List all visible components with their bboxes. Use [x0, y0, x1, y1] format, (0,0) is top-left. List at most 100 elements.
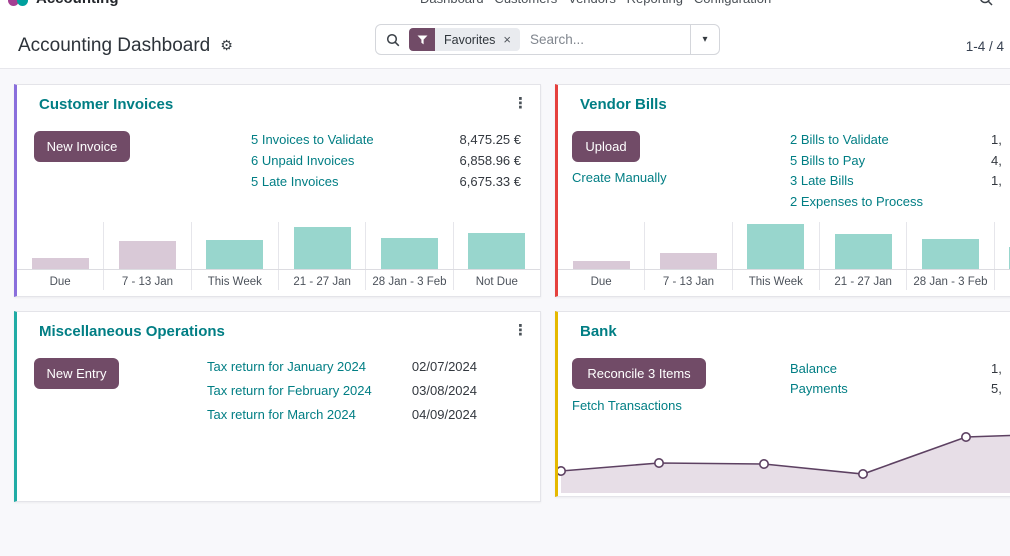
tax-return-march-link[interactable]: Tax return for March 2024 [207, 407, 356, 422]
reconcile-items-button[interactable]: Reconcile 3 Items [572, 358, 706, 389]
list-item: 5 Bills to Pay 4, [790, 153, 1010, 174]
card-customer-invoices: Customer Invoices ⋮ New Invoice 5 Invoic… [14, 84, 541, 297]
chart-column: 7 - 13 Jan [644, 222, 731, 290]
list-item: Tax return for February 2024 03/08/2024 [207, 383, 477, 407]
bills-to-validate-link[interactable]: 2 Bills to Validate [790, 132, 889, 147]
card-vendor-bills: Vendor Bills Upload Create Manually 2 Bi… [555, 84, 1010, 297]
late-bills-link[interactable]: 3 Late Bills [790, 173, 854, 188]
top-navbar: Accounting Dashboard Customers Vendors R… [0, 0, 1010, 8]
chart-column: 21 - 27 Jan [818, 222, 906, 290]
remove-filter-icon[interactable]: × [503, 32, 511, 47]
bar-label: 21 - 27 Jan [293, 276, 351, 288]
card-title-bank[interactable]: Bank [580, 323, 617, 340]
bar-28-jan-3-feb[interactable] [921, 239, 979, 270]
new-entry-button[interactable]: New Entry [34, 358, 119, 389]
chart-baseline [558, 269, 1010, 270]
amount: 1, [991, 132, 1002, 147]
card-title-customer-invoices[interactable]: Customer Invoices [39, 96, 174, 113]
date: 04/09/2024 [411, 407, 477, 422]
chart-column: 28 Jan - 3 Feb [365, 222, 452, 290]
upload-button[interactable]: Upload [572, 131, 640, 162]
date: 02/07/2024 [411, 359, 477, 374]
control-panel: Accounting Dashboard ⚙ Favorites × ▾ 1-4… [0, 8, 1010, 69]
tax-return-february-link[interactable]: Tax return for February 2024 [207, 383, 372, 398]
list-item: 6 Unpaid Invoices 6,858.96 € [251, 153, 521, 174]
balance-link[interactable]: Balance [790, 361, 837, 376]
pager[interactable]: 1-4 / 4 [965, 39, 1004, 54]
bills-to-pay-link[interactable]: 5 Bills to Pay [790, 152, 866, 168]
search-dropdown-toggle[interactable]: ▾ [690, 25, 719, 54]
app-name[interactable]: Accounting [36, 0, 119, 7]
expenses-to-process-link[interactable]: 2 Expenses to Process [790, 193, 923, 209]
late-invoices-link[interactable]: 5 Late Invoices [251, 174, 339, 189]
kebab-menu-icon[interactable]: ⋮ [513, 94, 528, 112]
bar-this-week[interactable] [747, 224, 805, 270]
odoo-logo-icon[interactable] [8, 0, 19, 6]
card-title-miscellaneous-operations[interactable]: Miscellaneous Operations [39, 323, 225, 340]
search-icon[interactable] [979, 0, 993, 6]
bar-label: 28 Jan - 3 Feb [372, 276, 447, 288]
list-item: 5 Invoices to Validate 8,475.25 € [251, 132, 521, 153]
bank-balance-chart[interactable] [558, 431, 1010, 493]
bar-21-27-jan[interactable] [834, 234, 892, 270]
chart-column: This Week [190, 222, 278, 290]
customer-invoices-chart[interactable]: Due 7 - 13 Jan This Week 21 - 27 Jan 28 Jan … [17, 222, 540, 290]
gear-icon[interactable]: ⚙ [220, 38, 233, 54]
search-icon [386, 33, 400, 46]
bar-this-week[interactable] [206, 240, 264, 270]
kebab-menu-icon[interactable]: ⋮ [513, 321, 528, 339]
bar-label: 28 Jan - 3 Feb [913, 276, 988, 288]
fetch-transactions-link[interactable]: Fetch Transactions [572, 398, 682, 413]
bar-label: This Week [207, 276, 262, 288]
search-bar[interactable]: Favorites × ▾ [375, 24, 720, 55]
chart-column: This Week [731, 222, 819, 290]
tax-return-january-link[interactable]: Tax return for January 2024 [207, 359, 366, 374]
card-bank: Bank Reconcile 3 Items Fetch Transaction… [555, 311, 1010, 497]
bar-due[interactable] [572, 261, 630, 270]
chart-column: Due [558, 222, 644, 290]
bar-label: Not Due [475, 276, 518, 288]
invoices-to-validate-link[interactable]: 5 Invoices to Validate [251, 132, 374, 147]
list-item: Payments 5, [790, 381, 1010, 401]
chevron-down-icon: ▾ [702, 34, 708, 45]
list-item: 2 Bills to Validate 1, [790, 132, 1010, 153]
odoo-logo-icon[interactable] [17, 0, 28, 6]
bar-7-13-jan[interactable] [119, 241, 176, 270]
search-input[interactable] [530, 32, 690, 47]
chart-column: 7 - 13 Jan [103, 222, 190, 290]
vendor-bills-chart[interactable]: Due 7 - 13 Jan This Week 21 - 27 Jan 28 Jan … [558, 222, 1010, 290]
amount: 1, [991, 361, 1002, 376]
bar-21-27-jan[interactable] [293, 227, 351, 270]
top-menu-items[interactable]: Dashboard Customers Vendors Reporting Co… [420, 0, 771, 6]
list-item: Balance 1, [790, 361, 1010, 381]
card-title-vendor-bills[interactable]: Vendor Bills [580, 96, 667, 113]
amount: 6,858.96 € [459, 153, 521, 168]
amount: 1, [991, 173, 1002, 188]
chart-column: Due [17, 222, 103, 290]
bar-label: 21 - 27 Jan [834, 276, 892, 288]
bar-label: 7 - 13 Jan [121, 276, 174, 288]
favorites-filter-chip[interactable]: Favorites × [409, 28, 520, 51]
chart-column: Not Due [452, 222, 540, 290]
bar-not-due[interactable] [468, 233, 526, 270]
create-manually-link[interactable]: Create Manually [572, 170, 667, 185]
list-item: Tax return for March 2024 04/09/2024 [207, 407, 477, 431]
card-miscellaneous-operations: Miscellaneous Operations ⋮ New Entry Tax… [14, 311, 541, 502]
amount: 6,675.33 € [459, 174, 521, 189]
amount: 8,475.25 € [459, 132, 521, 147]
list-item: 5 Late Invoices 6,675.33 € [251, 174, 521, 195]
bar-due[interactable] [31, 258, 89, 270]
list-item: 3 Late Bills 1, [790, 173, 1010, 194]
bar-7-13-jan[interactable] [660, 253, 717, 270]
bar-label: Due [590, 276, 612, 288]
bar-28-jan-3-feb[interactable] [380, 238, 438, 270]
bar-label: Not Due [995, 276, 1010, 288]
date: 03/08/2024 [411, 383, 477, 398]
payments-link[interactable]: Payments [790, 381, 848, 396]
bar-label: Due [49, 276, 71, 288]
unpaid-invoices-link[interactable]: 6 Unpaid Invoices [251, 153, 355, 168]
page-title: Accounting Dashboard [18, 35, 211, 56]
chart-column: 21 - 27 Jan [277, 222, 365, 290]
chart-baseline [17, 269, 540, 270]
new-invoice-button[interactable]: New Invoice [34, 131, 130, 162]
